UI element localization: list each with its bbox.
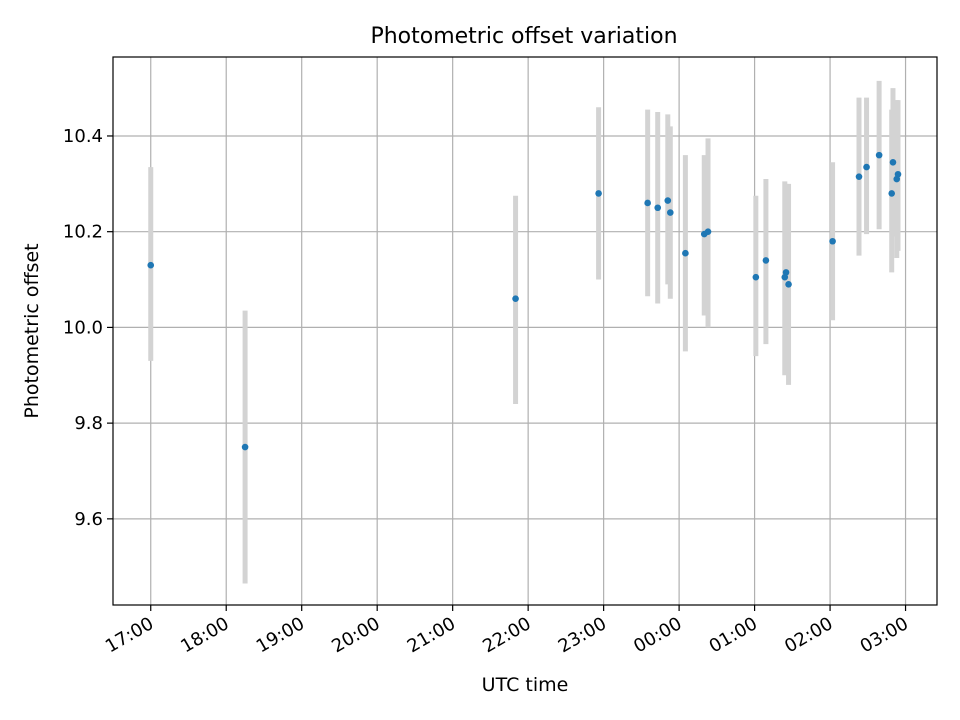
- y-tick-label: 10.0: [63, 317, 103, 338]
- data-point: [241, 443, 249, 451]
- y-axis-label: Photometric offset: [21, 243, 43, 418]
- y-tick-label: 9.6: [74, 509, 103, 530]
- y-tick-label: 9.8: [74, 413, 103, 434]
- y-tick-label: 10.4: [63, 126, 103, 147]
- data-point: [855, 173, 863, 180]
- data-point: [512, 295, 519, 302]
- data-point: [147, 261, 155, 269]
- data-point: [667, 209, 674, 216]
- data-point: [875, 151, 883, 159]
- data-point: [595, 190, 602, 197]
- data-point: [888, 190, 896, 197]
- data-point: [752, 273, 760, 281]
- chart-title: Photometric offset variation: [370, 24, 677, 49]
- x-axis-label: UTC time: [482, 674, 569, 696]
- point-layer: [147, 151, 902, 451]
- data-point: [889, 158, 897, 166]
- data-point: [654, 204, 662, 212]
- data-point: [664, 197, 672, 204]
- plot-frame: [112, 56, 938, 606]
- data-point: [782, 269, 790, 276]
- data-point: [644, 199, 651, 207]
- y-tick-label: 10.2: [63, 222, 103, 243]
- data-point: [682, 249, 689, 257]
- data-point: [829, 237, 836, 245]
- data-point: [704, 228, 712, 235]
- data-point: [785, 281, 792, 288]
- data-point: [762, 257, 770, 264]
- data-point: [863, 163, 870, 171]
- grid-layer: [113, 57, 937, 605]
- data-point: [894, 170, 902, 178]
